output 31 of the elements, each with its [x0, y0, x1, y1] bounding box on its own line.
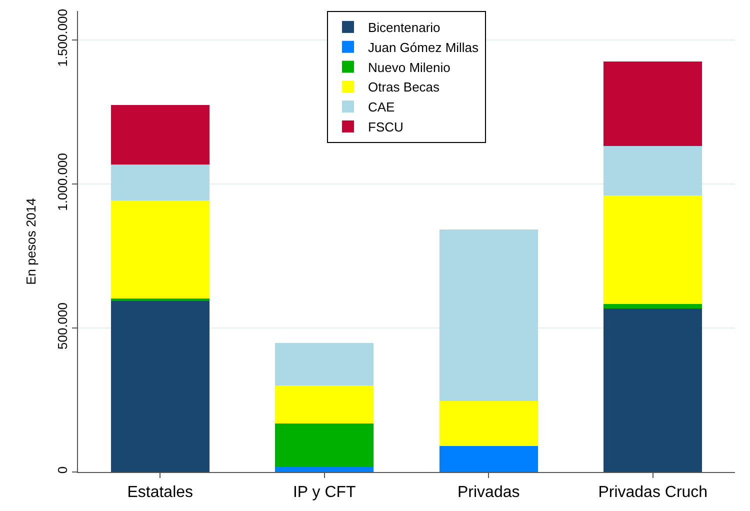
bar [110, 200, 210, 298]
bar [439, 401, 538, 446]
bar [604, 195, 702, 304]
bar [110, 105, 210, 164]
bar [110, 301, 210, 472]
bar [439, 446, 538, 472]
legend-label: CAE [368, 100, 396, 115]
y-tick-label: 1.500.000 [54, 8, 70, 67]
x-tick-label: IP y CFT [292, 484, 356, 502]
x-tick-label: Privadas Cruch [598, 484, 708, 502]
y-axis-title: En pesos 2014 [24, 198, 39, 285]
bar [439, 229, 538, 402]
legend-label: Juan Gómez Millas [368, 40, 480, 55]
bar [604, 308, 702, 472]
bar [275, 466, 374, 472]
bar [604, 304, 702, 308]
bar [275, 386, 374, 424]
y-tick-label: 500.000 [54, 302, 70, 350]
y-tick-label: 0 [54, 466, 70, 474]
bar [110, 164, 210, 200]
x-tick-label: Privadas [458, 484, 520, 502]
bar [604, 146, 702, 196]
x-tick-label: Estatales [127, 484, 194, 502]
bar [604, 62, 702, 146]
bar [275, 424, 374, 467]
legend-label: Otras Becas [368, 80, 440, 95]
y-tick-label: 1.000.000 [54, 153, 70, 211]
legend-label: Nuevo Milenio [368, 60, 450, 75]
legend-label: Bicentenario [368, 20, 440, 36]
legend-label: FSCU [368, 120, 404, 135]
bar [275, 342, 374, 386]
